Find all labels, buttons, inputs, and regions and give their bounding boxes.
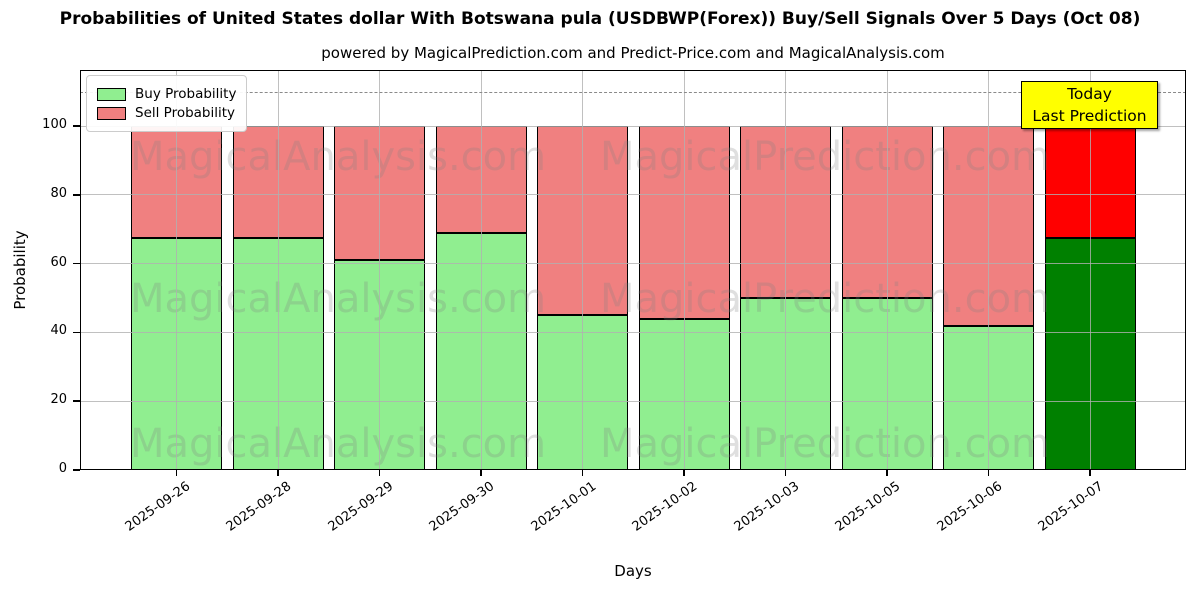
x-axis-label: Days xyxy=(614,562,652,580)
x-tick-label-text: 2025-09-28 xyxy=(224,479,295,535)
grid-line-vertical xyxy=(683,70,685,470)
y-tick-label: 80 xyxy=(50,185,67,201)
grid-line-horizontal xyxy=(80,194,1186,196)
chart-title: Probabilities of United States dollar Wi… xyxy=(59,9,1141,29)
grid-line-horizontal xyxy=(80,263,1186,265)
y-tick-label: 60 xyxy=(50,254,67,270)
x-tick-label-text: 2025-09-29 xyxy=(325,479,397,535)
x-tick-label-text: 2025-10-02 xyxy=(630,479,701,535)
grid-line-vertical xyxy=(582,70,583,470)
grid-line-vertical xyxy=(988,70,989,470)
x-tick-label-text: 2025-10-05 xyxy=(833,479,904,535)
x-tick-label-text: 2025-10-06 xyxy=(934,479,1006,535)
y-tick-mark xyxy=(73,125,80,127)
legend-item-sell: Sell Probability xyxy=(97,105,236,121)
x-tick-label-text: 2025-10-07 xyxy=(1036,479,1107,535)
x-tick-mark xyxy=(683,470,685,476)
y-tick-mark xyxy=(73,469,80,471)
grid-line-horizontal xyxy=(80,331,1186,333)
legend-label-sell: Sell Probability xyxy=(135,105,236,121)
y-tick-mark xyxy=(73,262,80,265)
legend-item-buy: Buy Probability xyxy=(97,86,236,102)
plot-area: Buy Probability Sell Probability Today L… xyxy=(42,70,1186,535)
x-tick-mark xyxy=(277,470,279,476)
grid-line-horizontal xyxy=(80,125,1186,127)
x-tick-mark xyxy=(784,470,787,476)
x-tick-label-text: 2025-10-01 xyxy=(528,479,600,535)
x-tick-mark xyxy=(886,470,888,476)
x-tick-mark xyxy=(987,470,990,476)
grid-line-vertical xyxy=(1089,70,1091,470)
x-tick-label-text: 2025-09-30 xyxy=(427,479,498,535)
legend-label-buy: Buy Probability xyxy=(135,86,237,102)
sell-swatch xyxy=(97,106,126,120)
chart-subtitle: powered by MagicalPrediction.com and Pre… xyxy=(321,44,945,62)
x-tick-label-text: 2025-10-03 xyxy=(731,479,803,535)
x-tick-label-text: 2025-09-26 xyxy=(122,479,194,535)
y-tick-mark xyxy=(73,331,80,334)
annotation-line-2: Last Prediction xyxy=(1032,107,1147,125)
grid-line-vertical xyxy=(785,70,786,470)
x-tick-mark xyxy=(1089,470,1091,476)
today-last-prediction-box: Today Last Prediction xyxy=(1021,81,1158,129)
annotation-line-1: Today xyxy=(1067,85,1112,103)
y-tick-label: 20 xyxy=(50,392,67,408)
grid-line-vertical xyxy=(176,70,177,470)
x-tick-mark xyxy=(378,470,381,476)
grid-line-vertical xyxy=(277,70,279,470)
y-tick-label: 100 xyxy=(42,117,67,133)
x-tick-mark xyxy=(480,470,482,476)
x-tick-mark xyxy=(581,470,584,476)
y-tick-label: 0 xyxy=(58,461,67,476)
grid-line-vertical xyxy=(379,70,380,470)
threshold-dashed-line xyxy=(80,91,1186,93)
y-tick-mark xyxy=(73,400,80,402)
grid-line-vertical xyxy=(886,70,888,470)
y-tick-label: 40 xyxy=(50,323,67,339)
buy-swatch xyxy=(97,87,126,101)
grid-line-horizontal xyxy=(80,400,1186,402)
legend: Buy Probability Sell Probability xyxy=(86,75,248,132)
x-tick-mark xyxy=(175,470,178,476)
y-tick-mark xyxy=(73,194,80,196)
y-axis-label: Probability xyxy=(11,230,29,310)
grid-line-vertical xyxy=(480,70,482,470)
